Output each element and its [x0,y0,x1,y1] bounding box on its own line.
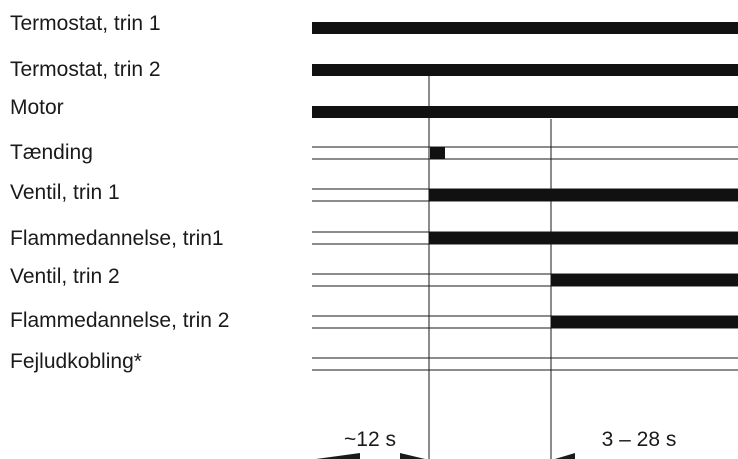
ignition-pulse [430,147,445,159]
row-label: Flammedannelse, trin 2 [10,309,229,332]
row-label: Termostat, trin 1 [10,12,161,35]
duration-label: ~12 s [344,428,396,451]
signal-bar [429,232,738,244]
duration-annotations: ~12 s 3 – 28 s [316,428,676,459]
dimension-arrow-icon [400,453,425,459]
row-label: Tænding [10,141,93,164]
row-label: Ventil, trin 1 [10,181,120,204]
signal-bar [551,316,738,328]
signal-bar [551,274,738,286]
duration-label: 3 – 28 s [602,428,677,451]
signal-bar [312,22,738,34]
signal-bars [312,22,738,328]
row-label: Flammedannelse, trin1 [10,227,224,250]
row-label: Ventil, trin 2 [10,265,120,288]
row-label: Fejludkobling* [10,350,142,373]
grid-lines [312,76,738,459]
row-label: Motor [10,96,64,119]
signal-bar [312,64,738,76]
dimension-arrow-icon [316,453,360,459]
signal-bar [429,189,738,201]
row-label: Termostat, trin 2 [10,58,161,81]
dimension-arrow-icon [555,453,575,459]
row-labels: Termostat, trin 1 Termostat, trin 2 Motor T… [10,12,229,373]
signal-bar [312,106,738,118]
